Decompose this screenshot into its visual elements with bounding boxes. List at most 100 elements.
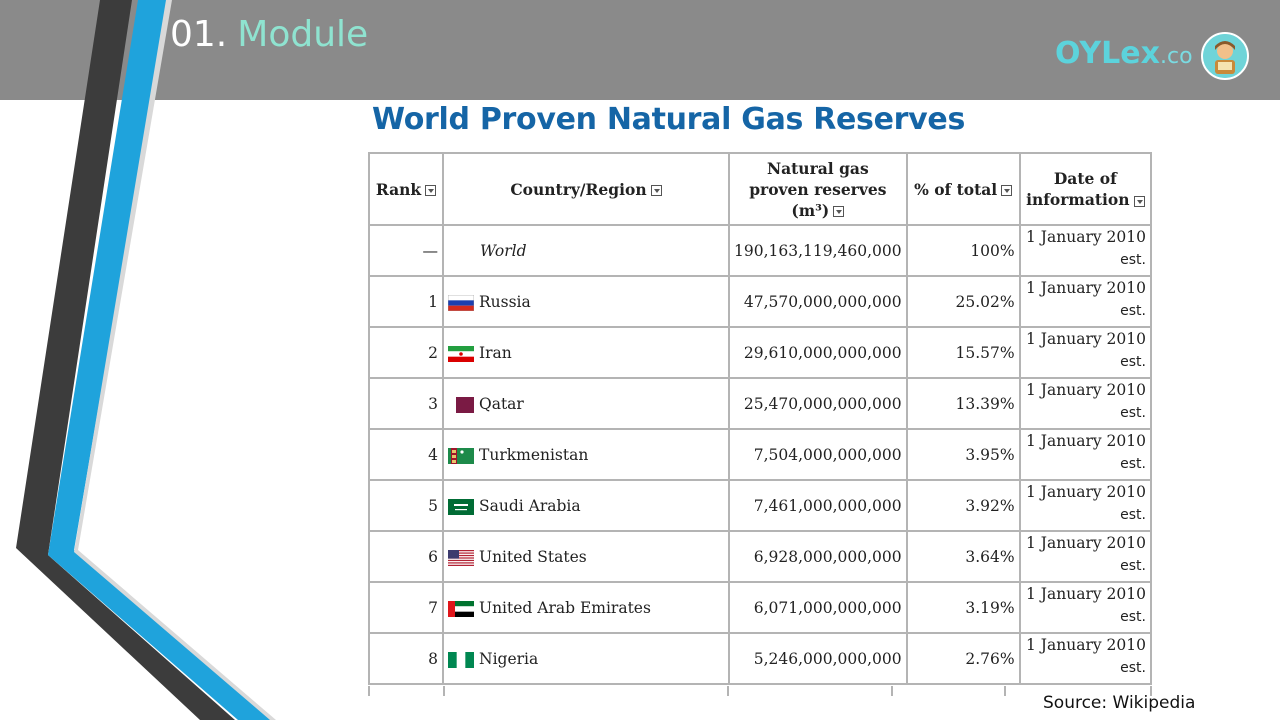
pct-cell: 3.95% <box>905 428 1021 481</box>
country-cell: Saudi Arabia <box>442 479 730 532</box>
rank-cell: 7 <box>368 581 444 634</box>
date-cell: 1 January 2010 est. <box>1018 581 1153 634</box>
logo-text: OYLex.co <box>1055 36 1193 71</box>
top-header-bar <box>0 0 1280 100</box>
module-number: 01. <box>170 14 228 55</box>
table-row: 1 Russia 47,570,000,000,000 25.02% 1 January… <box>368 275 1153 328</box>
iran-flag-icon <box>448 345 474 362</box>
table-row: 8 Nigeria 5,246,000,000,000 2.76% 1 January … <box>368 632 1153 685</box>
turkmenistan-flag-icon <box>448 447 474 464</box>
sort-icon[interactable] <box>1001 185 1013 196</box>
pct-cell: 25.02% <box>905 275 1021 328</box>
estimate-label: est. <box>1120 660 1146 676</box>
pct-cell: 13.39% <box>905 377 1021 430</box>
sort-icon[interactable] <box>833 206 845 217</box>
date-value: 1 January 2010 <box>1026 381 1146 399</box>
module-label: Module <box>237 14 369 55</box>
date-value: 1 January 2010 <box>1026 636 1146 654</box>
table-row: 3 Qatar 25,470,000,000,000 13.39% 1 January … <box>368 377 1153 430</box>
pct-header-label: % of total <box>914 179 998 199</box>
sort-icon[interactable] <box>1133 195 1145 207</box>
table-row: 2 Iran 29,610,000,000,000 15.57% 1 January 2… <box>368 326 1153 379</box>
reserves-header-line1: Natural gas <box>766 158 869 178</box>
pct-cell: 3.64% <box>905 530 1021 583</box>
reserves-cell: 6,071,000,000,000 <box>728 581 908 634</box>
estimate-label: est. <box>1120 507 1146 523</box>
table-row: — World 190,163,119,460,000 100% 1 January 2… <box>368 224 1153 277</box>
estimate-label: est. <box>1120 456 1146 472</box>
oylex-logo[interactable]: OYLex.co <box>1055 32 1255 82</box>
logo-avatar-icon <box>1201 32 1249 80</box>
rank-cell: 8 <box>368 632 444 685</box>
country-name[interactable]: United Arab Emirates <box>479 598 651 617</box>
table-row: 7 United Arab Emirates 6,071,000,000,000 3.… <box>368 581 1153 634</box>
module-title: 01. Module <box>170 14 368 56</box>
pct-cell: 15.57% <box>905 326 1021 379</box>
estimate-label: est. <box>1120 405 1146 421</box>
saudi-arabia-flag-icon <box>448 498 474 515</box>
date-value: 1 January 2010 <box>1026 534 1146 552</box>
qatar-flag-icon <box>448 396 474 413</box>
date-header-line1: Date of <box>1053 169 1117 188</box>
reserves-cell: 5,246,000,000,000 <box>728 632 908 685</box>
rank-cell: 6 <box>368 530 444 583</box>
sort-icon[interactable] <box>650 185 662 196</box>
pct-cell: 100% <box>905 224 1021 277</box>
rank-cell: 2 <box>368 326 444 379</box>
table-partial-row <box>368 686 1152 696</box>
column-header-country[interactable]: Country/Region <box>442 152 730 226</box>
sort-icon[interactable] <box>425 185 437 196</box>
date-header-line2: information <box>1026 190 1130 209</box>
reserves-cell: 29,610,000,000,000 <box>728 326 908 379</box>
pct-cell: 2.76% <box>905 632 1021 685</box>
rank-cell: 1 <box>368 275 444 328</box>
reserves-cell: 7,504,000,000,000 <box>728 428 908 481</box>
estimate-label: est. <box>1120 252 1146 268</box>
date-cell: 1 January 2010 est. <box>1018 326 1153 379</box>
country-name[interactable]: Iran <box>479 343 512 362</box>
table-row: 5 Saudi Arabia 7,461,000,000,000 3.92% 1 Jan… <box>368 479 1153 532</box>
table-header-row: Rank Country/Region Natural gas proven re… <box>368 152 1153 226</box>
reserves-header-line3: (m³) <box>791 200 830 220</box>
reserves-header-line2: proven reserves <box>749 179 887 199</box>
country-cell: Russia <box>442 275 730 328</box>
table-row: 6 United States 6,928,000,000,000 3.64% 1 Ja… <box>368 530 1153 583</box>
pct-cell: 3.19% <box>905 581 1021 634</box>
country-cell: United Arab Emirates <box>442 581 730 634</box>
country-name[interactable]: Turkmenistan <box>479 445 589 464</box>
column-header-date[interactable]: Date of information <box>1018 152 1153 226</box>
column-header-rank[interactable]: Rank <box>368 152 444 226</box>
column-header-pct[interactable]: % of total <box>905 152 1021 226</box>
nigeria-flag-icon <box>448 651 474 668</box>
date-value: 1 January 2010 <box>1026 228 1146 246</box>
logo-main-text: OYLex <box>1055 36 1160 71</box>
country-cell: Nigeria <box>442 632 730 685</box>
country-cell: Iran <box>442 326 730 379</box>
date-value: 1 January 2010 <box>1026 483 1146 501</box>
country-cell: Turkmenistan <box>442 428 730 481</box>
country-header-label: Country/Region <box>510 179 647 199</box>
country-cell: Qatar <box>442 377 730 430</box>
estimate-label: est. <box>1120 303 1146 319</box>
reserves-cell: 6,928,000,000,000 <box>728 530 908 583</box>
rank-cell: 4 <box>368 428 444 481</box>
date-cell: 1 January 2010 est. <box>1018 275 1153 328</box>
rank-cell: — <box>368 224 444 277</box>
country-name[interactable]: Russia <box>479 292 531 311</box>
source-caption: Source: Wikipedia <box>1043 693 1196 713</box>
date-value: 1 January 2010 <box>1026 585 1146 603</box>
country-name[interactable]: Nigeria <box>479 649 539 668</box>
column-header-reserves[interactable]: Natural gas proven reserves (m³) <box>728 152 908 226</box>
date-cell: 1 January 2010 est. <box>1018 377 1153 430</box>
date-cell: 1 January 2010 est. <box>1018 632 1153 685</box>
country-name[interactable]: Saudi Arabia <box>479 496 581 515</box>
logo-suffix-text: .co <box>1159 44 1193 69</box>
date-cell: 1 January 2010 est. <box>1018 428 1153 481</box>
pct-cell: 3.92% <box>905 479 1021 532</box>
country-name[interactable]: United States <box>479 547 587 566</box>
reserves-cell: 190,163,119,460,000 <box>728 224 908 277</box>
country-cell: World <box>442 224 730 277</box>
country-name[interactable]: Qatar <box>479 394 524 413</box>
rank-cell: 5 <box>368 479 444 532</box>
country-name[interactable]: World <box>480 241 527 260</box>
